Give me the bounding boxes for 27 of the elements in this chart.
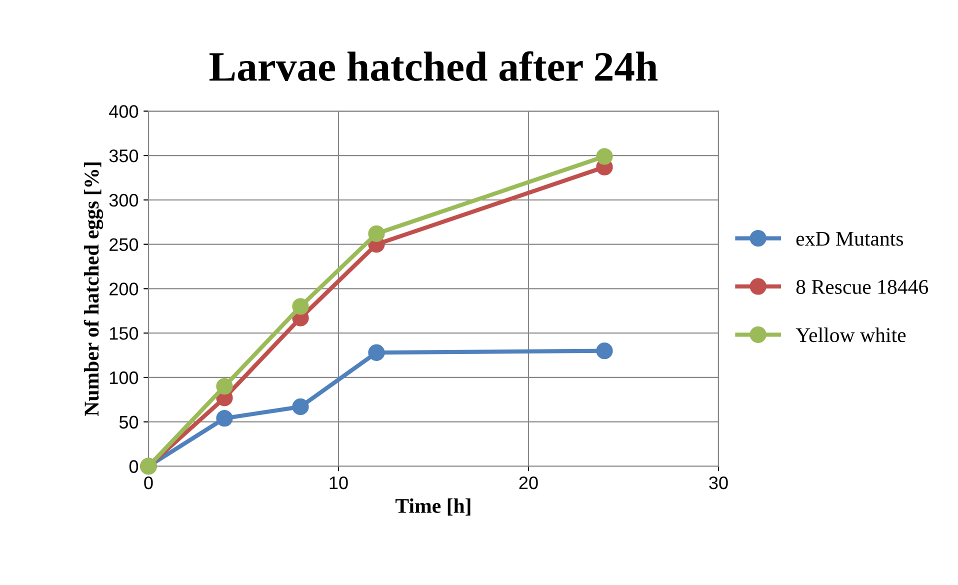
x-tick-label: 30 — [709, 476, 728, 490]
legend-label: Yellow white — [796, 328, 906, 342]
x-axis-title: Time [h] — [396, 498, 470, 516]
y-tick-label: 250 — [110, 238, 138, 252]
point — [368, 225, 385, 242]
point — [596, 148, 613, 165]
y-tick-label: 400 — [109, 105, 138, 118]
y-tick-label: 50 — [119, 416, 138, 429]
y-tick-label: 200 — [110, 282, 138, 296]
y-tick-label: 0 — [129, 460, 138, 473]
point — [368, 344, 385, 361]
point — [216, 410, 233, 427]
x-tick-label: 20 — [519, 476, 538, 490]
point — [596, 342, 613, 360]
y-tick-label: 100 — [110, 371, 138, 384]
chart-title: Larvae hatched after 24h — [209, 51, 658, 82]
point — [292, 298, 309, 315]
point — [292, 398, 309, 416]
y-tick-label: 300 — [109, 194, 138, 207]
legend-label: exD Mutants — [796, 232, 904, 246]
point — [216, 378, 233, 395]
legend-label: 8 Rescue 18446 — [796, 280, 928, 294]
x-tick-label: 10 — [330, 476, 348, 490]
y-tick-label: 350 — [109, 149, 138, 162]
y-tick-label: 150 — [110, 327, 138, 340]
y-axis-title: Number of hatched eggs [%] — [84, 162, 104, 416]
x-tick-label: 0 — [144, 476, 153, 490]
